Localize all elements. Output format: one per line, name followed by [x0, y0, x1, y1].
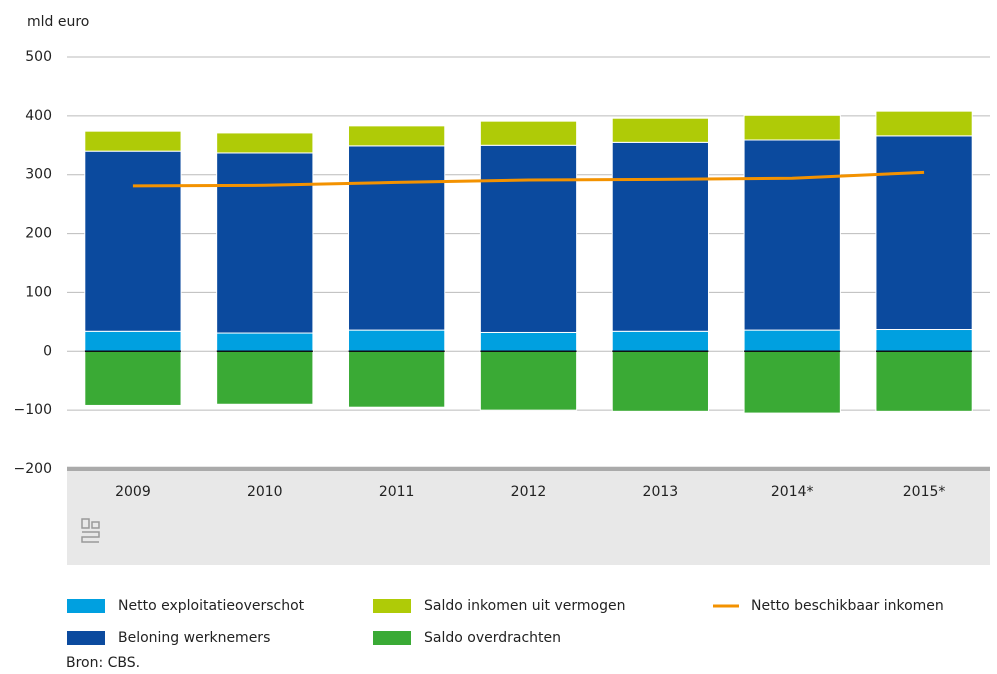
- bar-segment: [875, 135, 973, 331]
- y-tick-label: −100: [14, 402, 52, 418]
- y-tick-label: 100: [25, 284, 52, 300]
- bar-segment: [743, 350, 841, 414]
- legend-label: Saldo overdrachten: [424, 630, 561, 646]
- bar-segment: [479, 331, 578, 352]
- cbs-logo: [81, 518, 100, 543]
- y-axis-label: mld euro: [27, 14, 89, 30]
- bar-segment: [348, 145, 446, 331]
- bar-segment: [611, 141, 709, 332]
- y-tick-label: 400: [25, 108, 52, 124]
- legend-swatch: [373, 631, 411, 645]
- x-tick-label: 2011: [379, 484, 415, 500]
- bar-segment: [479, 144, 578, 333]
- bar-segment: [479, 350, 578, 411]
- x-tick-label: 2015*: [903, 484, 946, 500]
- bar-segment: [216, 350, 314, 405]
- bar-segment: [875, 110, 973, 137]
- y-tick-label: −200: [14, 461, 52, 477]
- bar-segment: [348, 329, 446, 352]
- bar-segment: [743, 114, 841, 141]
- x-tick-label: 2012: [511, 484, 547, 500]
- bar-segment: [348, 350, 446, 408]
- y-tick-label: 200: [25, 226, 52, 242]
- y-tick-label: 500: [25, 49, 52, 65]
- legend-label: Beloning werknemers: [118, 630, 270, 646]
- bar-segment: [216, 132, 314, 154]
- x-tick-label: 2009: [115, 484, 151, 500]
- legend-swatch: [67, 599, 105, 613]
- y-tick-label: 300: [25, 167, 52, 183]
- bar-segment: [216, 332, 314, 352]
- bar-segment: [875, 329, 973, 352]
- bar-segment: [216, 152, 314, 334]
- line: [132, 170, 925, 188]
- legend-swatch: [373, 599, 411, 613]
- bar-segment: [84, 150, 182, 332]
- x-tick-label: 2013: [643, 484, 679, 500]
- bar-segment: [743, 329, 841, 352]
- bar-segment: [479, 120, 578, 146]
- legend-swatch: [67, 631, 105, 645]
- bar-segment: [875, 350, 973, 412]
- axis-panel: [67, 466, 990, 565]
- bar-segment: [611, 117, 709, 143]
- bar-segment: [84, 330, 182, 352]
- x-tick-label: 2010: [247, 484, 283, 500]
- bar-segment: [743, 139, 841, 331]
- bar-segment: [611, 350, 709, 412]
- bar-segment: [348, 125, 446, 147]
- legend-label: Saldo inkomen uit vermogen: [424, 598, 625, 614]
- bar-segment: [84, 130, 182, 152]
- bar-segment: [84, 350, 182, 406]
- source: Bron: CBS.: [66, 655, 140, 671]
- legend-label: Netto beschikbaar inkomen: [751, 598, 944, 614]
- y-tick-label: 0: [43, 343, 52, 359]
- x-tick-label: 2014*: [771, 484, 814, 500]
- legend-label: Netto exploitatieoverschot: [118, 598, 305, 614]
- bar-segment: [611, 330, 709, 352]
